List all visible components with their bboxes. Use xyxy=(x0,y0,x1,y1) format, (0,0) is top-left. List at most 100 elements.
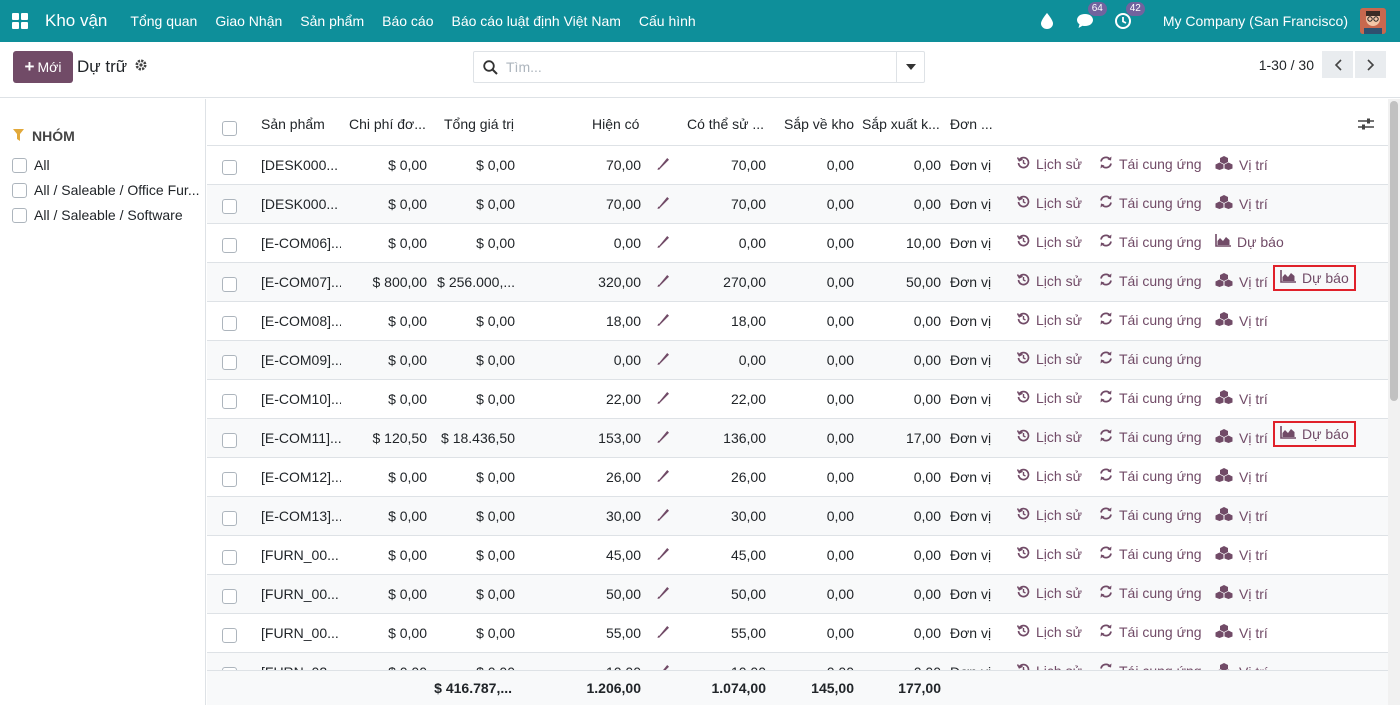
replenish-button[interactable]: Tái cung ứng xyxy=(1099,507,1202,523)
table-row[interactable]: [E-COM13]... $ 0,00 $ 0,00 30,00 30,00 0,00 0,… xyxy=(207,497,1388,536)
edit-pencil-icon[interactable] xyxy=(657,391,670,407)
edit-pencil-icon[interactable] xyxy=(657,274,670,290)
column-on-hand[interactable]: Hiện có xyxy=(592,116,640,132)
row-checkbox[interactable] xyxy=(222,511,237,526)
sidebar-checkbox[interactable] xyxy=(12,157,27,173)
edit-pencil-icon[interactable] xyxy=(657,586,670,602)
locations-button[interactable]: Vị trí xyxy=(1215,390,1268,407)
table-row[interactable]: [FURN_00... $ 0,00 $ 0,00 50,00 50,00 0,00 0,0… xyxy=(207,575,1388,614)
row-checkbox[interactable] xyxy=(222,472,237,487)
edit-pencil-icon[interactable] xyxy=(657,313,670,329)
activities-clock-icon[interactable]: 42 xyxy=(1113,2,1145,31)
history-button[interactable]: Lịch sử xyxy=(1016,156,1082,172)
apps-menu-icon[interactable] xyxy=(0,0,40,42)
history-button[interactable]: Lịch sử xyxy=(1016,429,1082,445)
table-row[interactable]: [DESK000... $ 0,00 $ 0,00 70,00 70,00 0,00 0,0… xyxy=(207,185,1388,224)
locations-button[interactable]: Vị trí xyxy=(1215,156,1268,173)
column-uom[interactable]: Đơn ... xyxy=(950,116,993,132)
row-checkbox[interactable] xyxy=(222,277,237,292)
table-row[interactable]: [FURN_00... $ 0,00 $ 0,00 45,00 45,00 0,00 0,0… xyxy=(207,536,1388,575)
new-button[interactable]: + Mới xyxy=(13,51,73,83)
select-all-checkbox[interactable] xyxy=(222,121,237,136)
table-row[interactable]: [E-COM11]... $ 120,50 $ 18.436,50 153,00 136… xyxy=(207,419,1388,458)
locations-button[interactable]: Vị trí xyxy=(1215,429,1268,446)
column-incoming[interactable]: Sắp về kho xyxy=(784,116,855,132)
replenish-button[interactable]: Tái cung ứng xyxy=(1099,624,1202,640)
row-checkbox[interactable] xyxy=(222,589,237,604)
drop-icon[interactable] xyxy=(1037,11,1057,31)
edit-pencil-icon[interactable] xyxy=(657,196,670,212)
replenish-button[interactable]: Tái cung ứng xyxy=(1099,351,1202,367)
edit-pencil-icon[interactable] xyxy=(657,157,670,173)
edit-pencil-icon[interactable] xyxy=(657,625,670,641)
locations-button[interactable]: Vị trí xyxy=(1215,195,1268,212)
history-button[interactable]: Lịch sử xyxy=(1016,507,1082,523)
vertical-scrollbar[interactable] xyxy=(1388,99,1400,705)
history-button[interactable]: Lịch sử xyxy=(1016,312,1082,328)
messages-icon[interactable]: 64 xyxy=(1075,2,1107,31)
table-row[interactable]: [E-COM06]... $ 0,00 $ 0,00 0,00 0,00 0,00 10,0… xyxy=(207,224,1388,263)
history-button[interactable]: Lịch sử xyxy=(1016,585,1082,601)
search-options-toggle[interactable] xyxy=(896,52,924,82)
history-button[interactable]: Lịch sử xyxy=(1016,624,1082,640)
row-checkbox[interactable] xyxy=(222,238,237,253)
column-total-value[interactable]: Tổng giá trị xyxy=(444,116,515,132)
locations-button[interactable]: Vị trí xyxy=(1215,468,1268,485)
history-button[interactable]: Lịch sử xyxy=(1016,273,1082,289)
locations-button[interactable]: Vị trí xyxy=(1215,507,1268,524)
column-options-icon[interactable] xyxy=(1358,117,1374,134)
row-checkbox[interactable] xyxy=(222,160,237,175)
user-avatar[interactable] xyxy=(1360,8,1386,34)
app-name[interactable]: Kho vận xyxy=(45,11,108,30)
menu-item-operations[interactable]: Giao Nhận xyxy=(215,13,283,29)
history-button[interactable]: Lịch sử xyxy=(1016,546,1082,562)
edit-pencil-icon[interactable] xyxy=(657,547,670,563)
menu-item-reporting[interactable]: Báo cáo xyxy=(382,13,434,29)
search-input[interactable] xyxy=(506,59,896,75)
company-switcher[interactable]: My Company (San Francisco) xyxy=(1162,13,1348,29)
forecast-button[interactable]: Dự báo xyxy=(1215,234,1284,250)
history-button[interactable]: Lịch sử xyxy=(1016,390,1082,406)
replenish-button[interactable]: Tái cung ứng xyxy=(1099,468,1202,484)
replenish-button[interactable]: Tái cung ứng xyxy=(1099,390,1202,406)
history-button[interactable]: Lịch sử xyxy=(1016,468,1082,484)
locations-button[interactable]: Vị trí xyxy=(1215,624,1268,641)
row-checkbox[interactable] xyxy=(222,394,237,409)
sidebar-checkbox[interactable] xyxy=(12,207,27,223)
table-row[interactable]: [DESK000... $ 0,00 $ 0,00 70,00 70,00 0,00 0,0… xyxy=(207,146,1388,185)
history-button[interactable]: Lịch sử xyxy=(1016,195,1082,211)
menu-item-configuration[interactable]: Cấu hình xyxy=(638,13,696,29)
gear-icon[interactable] xyxy=(134,58,148,76)
edit-pencil-icon[interactable] xyxy=(657,352,670,368)
replenish-button[interactable]: Tái cung ứng xyxy=(1099,585,1202,601)
sidebar-item-office-furniture[interactable]: All / Saleable / Office Fur... xyxy=(12,182,202,198)
history-button[interactable]: Lịch sử xyxy=(1016,234,1082,250)
sidebar-item-software[interactable]: All / Saleable / Software xyxy=(12,207,202,223)
table-row[interactable]: [E-COM12]... $ 0,00 $ 0,00 26,00 26,00 0,00 0,… xyxy=(207,458,1388,497)
locations-button[interactable]: Vị trí xyxy=(1215,273,1268,290)
menu-item-vn-reports[interactable]: Báo cáo luật định Việt Nam xyxy=(451,13,621,29)
replenish-button[interactable]: Tái cung ứng xyxy=(1099,195,1202,211)
edit-pencil-icon[interactable] xyxy=(657,508,670,524)
scrollbar-thumb[interactable] xyxy=(1390,101,1398,401)
row-checkbox[interactable] xyxy=(222,316,237,331)
table-row[interactable]: [E-COM07]... $ 800,00 $ 256.000,... 320,00 2… xyxy=(207,263,1388,302)
pager-next-button[interactable] xyxy=(1355,51,1386,78)
row-checkbox[interactable] xyxy=(222,433,237,448)
pager-previous-button[interactable] xyxy=(1322,51,1353,78)
edit-pencil-icon[interactable] xyxy=(657,235,670,251)
edit-pencil-icon[interactable] xyxy=(657,430,670,446)
sidebar-checkbox[interactable] xyxy=(12,182,27,198)
sidebar-item-all[interactable]: All xyxy=(12,157,202,173)
replenish-button[interactable]: Tái cung ứng xyxy=(1099,429,1202,445)
table-row[interactable]: [E-COM10]... $ 0,00 $ 0,00 22,00 22,00 0,00 0,… xyxy=(207,380,1388,419)
replenish-button[interactable]: Tái cung ứng xyxy=(1099,234,1202,250)
column-unit-cost[interactable]: Chi phí đơ... xyxy=(349,116,426,132)
history-button[interactable]: Lịch sử xyxy=(1016,351,1082,367)
table-row[interactable]: [E-COM09]... $ 0,00 $ 0,00 0,00 0,00 0,00 0,00… xyxy=(207,341,1388,380)
row-checkbox[interactable] xyxy=(222,355,237,370)
replenish-button[interactable]: Tái cung ứng xyxy=(1099,273,1202,289)
replenish-button[interactable]: Tái cung ứng xyxy=(1099,546,1202,562)
column-available[interactable]: Có thể sử ... xyxy=(687,116,765,132)
table-row[interactable]: [E-COM08]... $ 0,00 $ 0,00 18,00 18,00 0,00 0,… xyxy=(207,302,1388,341)
